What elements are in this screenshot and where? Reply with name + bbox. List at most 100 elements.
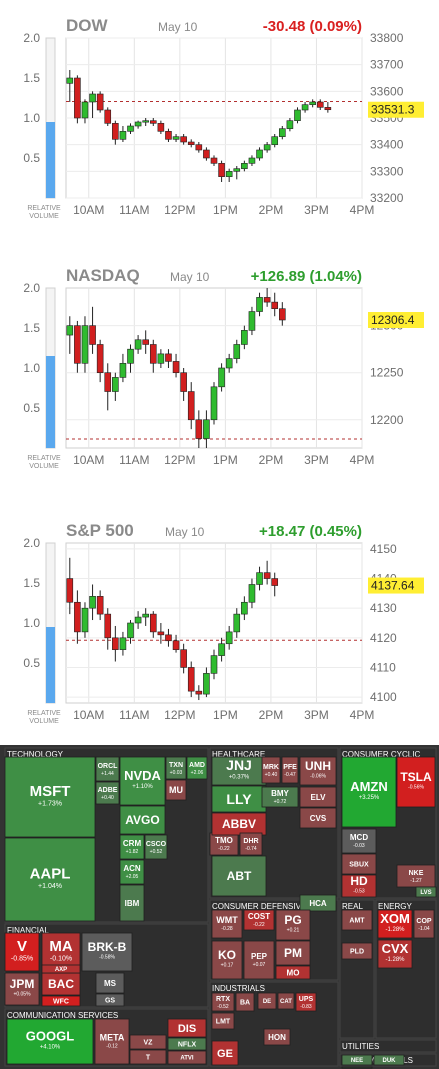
rv-tick-label: 1.0 — [23, 361, 40, 375]
rv-tick-label: 1.5 — [23, 576, 40, 590]
candle-body — [127, 622, 134, 639]
candle-body — [210, 157, 218, 164]
y-tick-label: 4110 — [370, 660, 396, 674]
index-date: May 10 — [165, 525, 205, 539]
stock-tile — [211, 1012, 235, 1030]
sector-label: TECHNOLOGY — [7, 750, 64, 759]
stock-change: -0.83 — [300, 1004, 312, 1010]
stock-ticker: V — [17, 938, 27, 955]
stock-tile — [341, 909, 373, 931]
stock-change: +0.40 — [265, 772, 278, 778]
stock-change: +1.82 — [126, 849, 139, 855]
rv-label: VOLUME — [29, 213, 59, 220]
stock-ticker: JNJ — [226, 757, 252, 773]
x-tick-label: 4PM — [350, 203, 375, 217]
candle-body — [316, 101, 324, 108]
x-tick-label: 10AM — [73, 708, 104, 722]
stock-tile — [415, 886, 437, 898]
candle-body — [81, 325, 89, 364]
stock-ticker: ORCL — [98, 763, 119, 770]
stock-ticker: META — [100, 1033, 125, 1043]
candle-body — [256, 297, 263, 312]
rv-tick-label: 1.0 — [23, 616, 40, 630]
candle-body — [218, 163, 225, 177]
stock-tile — [41, 964, 81, 974]
x-tick-label: 12PM — [164, 203, 195, 217]
candle-body — [96, 93, 104, 111]
stock-change: +0.72 — [274, 799, 287, 805]
candle-body — [187, 141, 195, 145]
candle-body — [112, 377, 119, 392]
y-tick-label: 33300 — [370, 164, 404, 178]
stock-tile — [4, 837, 96, 922]
candle-body — [180, 372, 187, 392]
stock-ticker: BRK-B — [88, 940, 127, 954]
candle-body — [142, 339, 149, 345]
stock-change: -0.03 — [353, 843, 365, 849]
stock-tile — [95, 781, 120, 805]
stock-change: -1.27 — [410, 878, 422, 884]
candle-body — [187, 667, 195, 692]
x-tick-label: 12PM — [164, 453, 195, 467]
sector-box — [339, 1039, 437, 1053]
stock-tile — [165, 779, 187, 801]
candle-body — [134, 339, 142, 350]
stock-ticker: PFE — [283, 764, 297, 771]
stock-change: +3.25% — [359, 795, 380, 801]
last-price-tag — [368, 577, 424, 594]
stock-tile — [6, 1018, 94, 1065]
candle-body — [256, 149, 263, 159]
stock-tile — [341, 1066, 373, 1069]
stock-ticker: PM — [284, 946, 302, 960]
stock-ticker: JPM — [10, 977, 35, 991]
candle-body — [195, 690, 203, 695]
sector-heatmap[interactable]: TECHNOLOGY HEALTHCARE CONSUMER CYCLIC FINAN… — [0, 745, 439, 1069]
candle-body — [324, 107, 332, 111]
index-title: S&P 500 — [66, 521, 134, 540]
rv-tick-label: 1.0 — [23, 111, 40, 125]
stock-change: +0.52 — [150, 849, 163, 855]
candle-body — [157, 631, 165, 636]
rv-tick-label: 2.0 — [23, 281, 40, 295]
stock-tile — [211, 855, 267, 897]
stock-tile — [413, 909, 435, 939]
stock-tile — [119, 805, 166, 835]
stock-tile — [119, 859, 145, 885]
stock-ticker: ABT — [227, 869, 252, 883]
x-tick-label: 3PM — [304, 453, 329, 467]
stock-change: -1.28% — [385, 927, 405, 933]
stock-change: +0.05% — [13, 992, 31, 998]
stock-ticker: NKE — [409, 870, 424, 877]
candle-body — [96, 344, 104, 374]
stock-tile — [295, 992, 317, 1012]
candle-body — [271, 578, 279, 586]
candle-body — [263, 297, 271, 303]
x-tick-label: 12PM — [164, 708, 195, 722]
candle-body — [74, 77, 81, 119]
stock-ticker: T — [146, 1054, 151, 1061]
stock-tile — [119, 756, 166, 806]
candle-body — [172, 136, 180, 140]
stock-tile — [243, 909, 275, 931]
stock-ticker: ACN — [123, 864, 141, 873]
rv-tick-label: 0.5 — [23, 656, 40, 670]
candle-body — [142, 613, 149, 618]
stock-tile — [341, 756, 397, 828]
candle-body — [149, 344, 157, 364]
candle-body — [89, 596, 96, 609]
stock-tile — [167, 1018, 207, 1038]
candle-body — [309, 101, 316, 105]
candle-body — [149, 613, 157, 633]
x-tick-label: 11AM — [119, 708, 149, 722]
sector-label: UTILITIES — [342, 1042, 379, 1051]
stock-ticker: DIS — [178, 1023, 196, 1035]
stock-tile — [144, 834, 168, 860]
stock-ticker: BA — [240, 999, 250, 1006]
stock-change: -1.04 — [418, 926, 430, 932]
stock-tile — [211, 1040, 239, 1066]
stock-ticker: CSCO — [146, 841, 167, 848]
x-tick-label: 3PM — [304, 203, 329, 217]
stock-ticker: LVS — [420, 890, 431, 896]
index-date: May 10 — [158, 20, 198, 34]
candle-body — [96, 596, 104, 615]
